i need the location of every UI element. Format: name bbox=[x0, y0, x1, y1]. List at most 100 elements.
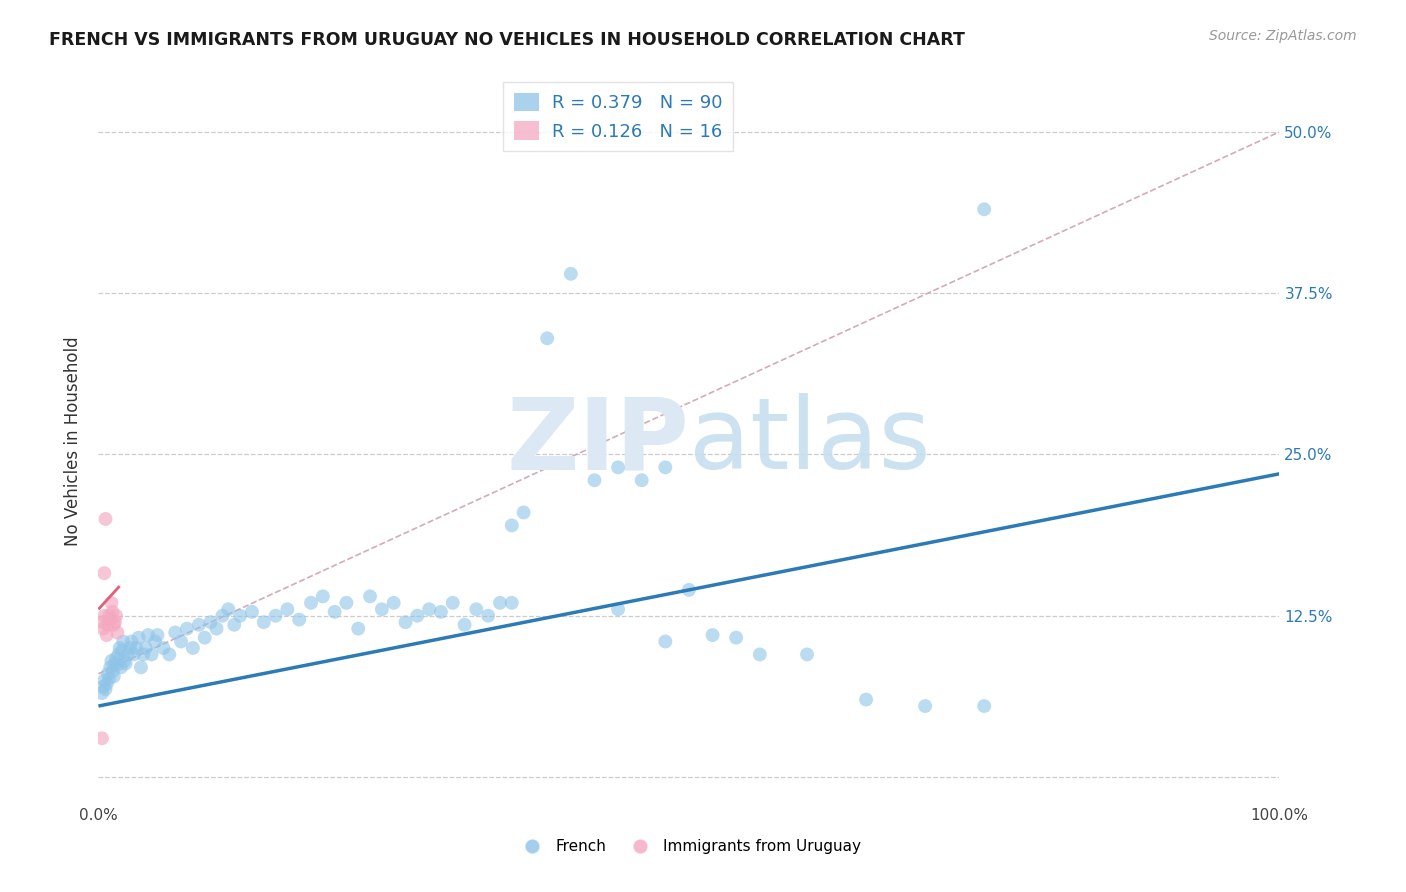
Point bbox=[441, 596, 464, 610]
Point bbox=[240, 605, 263, 619]
Point bbox=[229, 608, 252, 623]
Point bbox=[112, 634, 135, 648]
Point bbox=[96, 628, 118, 642]
Text: ZIP: ZIP bbox=[506, 393, 689, 490]
Point bbox=[97, 617, 120, 632]
Point bbox=[607, 460, 630, 475]
Point bbox=[560, 267, 582, 281]
Point bbox=[101, 664, 124, 678]
Point bbox=[93, 673, 115, 688]
Text: Source: ZipAtlas.com: Source: ZipAtlas.com bbox=[1209, 29, 1357, 43]
Point bbox=[678, 582, 700, 597]
Point bbox=[489, 596, 512, 610]
Point bbox=[725, 631, 748, 645]
Point bbox=[114, 657, 136, 671]
Point bbox=[105, 657, 128, 672]
Point bbox=[465, 602, 488, 616]
Point bbox=[288, 613, 311, 627]
Point bbox=[501, 518, 523, 533]
Point bbox=[135, 640, 157, 655]
Point bbox=[120, 640, 142, 655]
Point bbox=[152, 640, 174, 655]
Point bbox=[200, 615, 222, 630]
Text: FRENCH VS IMMIGRANTS FROM URUGUAY NO VEHICLES IN HOUSEHOLD CORRELATION CHART: FRENCH VS IMMIGRANTS FROM URUGUAY NO VEH… bbox=[49, 31, 965, 49]
Point bbox=[128, 631, 150, 645]
Point bbox=[91, 615, 114, 630]
Point bbox=[194, 631, 217, 645]
Point bbox=[224, 617, 246, 632]
Point bbox=[129, 660, 152, 674]
Point bbox=[132, 648, 155, 662]
Point bbox=[630, 473, 652, 487]
Point bbox=[97, 666, 120, 681]
Point bbox=[143, 634, 166, 648]
Point bbox=[512, 506, 534, 520]
Point bbox=[91, 622, 114, 636]
Point bbox=[654, 460, 676, 475]
Point bbox=[264, 608, 287, 623]
Point bbox=[125, 640, 148, 655]
Point bbox=[312, 590, 335, 604]
Point bbox=[111, 643, 134, 657]
Legend: French, Immigrants from Uruguay: French, Immigrants from Uruguay bbox=[510, 833, 868, 860]
Point bbox=[94, 682, 117, 697]
Point bbox=[299, 596, 322, 610]
Point bbox=[98, 672, 121, 686]
Point bbox=[323, 605, 346, 619]
Point bbox=[104, 657, 127, 671]
Point bbox=[100, 654, 122, 668]
Point bbox=[217, 602, 239, 616]
Point bbox=[205, 622, 228, 636]
Point bbox=[654, 634, 676, 648]
Point bbox=[110, 660, 132, 674]
Point bbox=[477, 608, 499, 623]
Point bbox=[335, 596, 357, 610]
Point bbox=[93, 608, 115, 623]
Point bbox=[371, 602, 394, 616]
Point bbox=[181, 640, 204, 655]
Point bbox=[536, 331, 558, 345]
Point bbox=[347, 622, 370, 636]
Point bbox=[94, 512, 117, 526]
Point bbox=[418, 602, 440, 616]
Point bbox=[107, 648, 129, 662]
Point bbox=[141, 648, 163, 662]
Point bbox=[855, 692, 877, 706]
Point bbox=[382, 596, 405, 610]
Point bbox=[796, 648, 818, 662]
Point bbox=[170, 634, 193, 648]
Point bbox=[105, 651, 128, 665]
Point bbox=[91, 686, 114, 700]
Point bbox=[103, 669, 125, 683]
Point bbox=[146, 628, 169, 642]
Point bbox=[136, 628, 159, 642]
Point bbox=[91, 680, 114, 694]
Point bbox=[104, 615, 127, 630]
Point bbox=[359, 590, 381, 604]
Point bbox=[108, 640, 131, 655]
Point bbox=[607, 602, 630, 616]
Point bbox=[748, 648, 770, 662]
Point bbox=[117, 648, 139, 662]
Point bbox=[93, 566, 115, 581]
Point bbox=[96, 677, 118, 691]
Point bbox=[105, 625, 128, 640]
Point bbox=[91, 731, 114, 746]
Point bbox=[187, 617, 209, 632]
Point bbox=[702, 628, 724, 642]
Point bbox=[100, 596, 122, 610]
Point bbox=[98, 608, 121, 623]
Point bbox=[157, 648, 180, 662]
Text: atlas: atlas bbox=[689, 393, 931, 490]
Point bbox=[501, 596, 523, 610]
Point bbox=[98, 613, 121, 627]
Point bbox=[406, 608, 429, 623]
Y-axis label: No Vehicles in Household: No Vehicles in Household bbox=[65, 336, 83, 547]
Point bbox=[105, 608, 128, 623]
Point bbox=[430, 605, 453, 619]
Point bbox=[98, 660, 121, 674]
Point bbox=[453, 617, 475, 632]
Point bbox=[165, 625, 187, 640]
Point bbox=[103, 617, 125, 632]
Point bbox=[276, 602, 298, 616]
